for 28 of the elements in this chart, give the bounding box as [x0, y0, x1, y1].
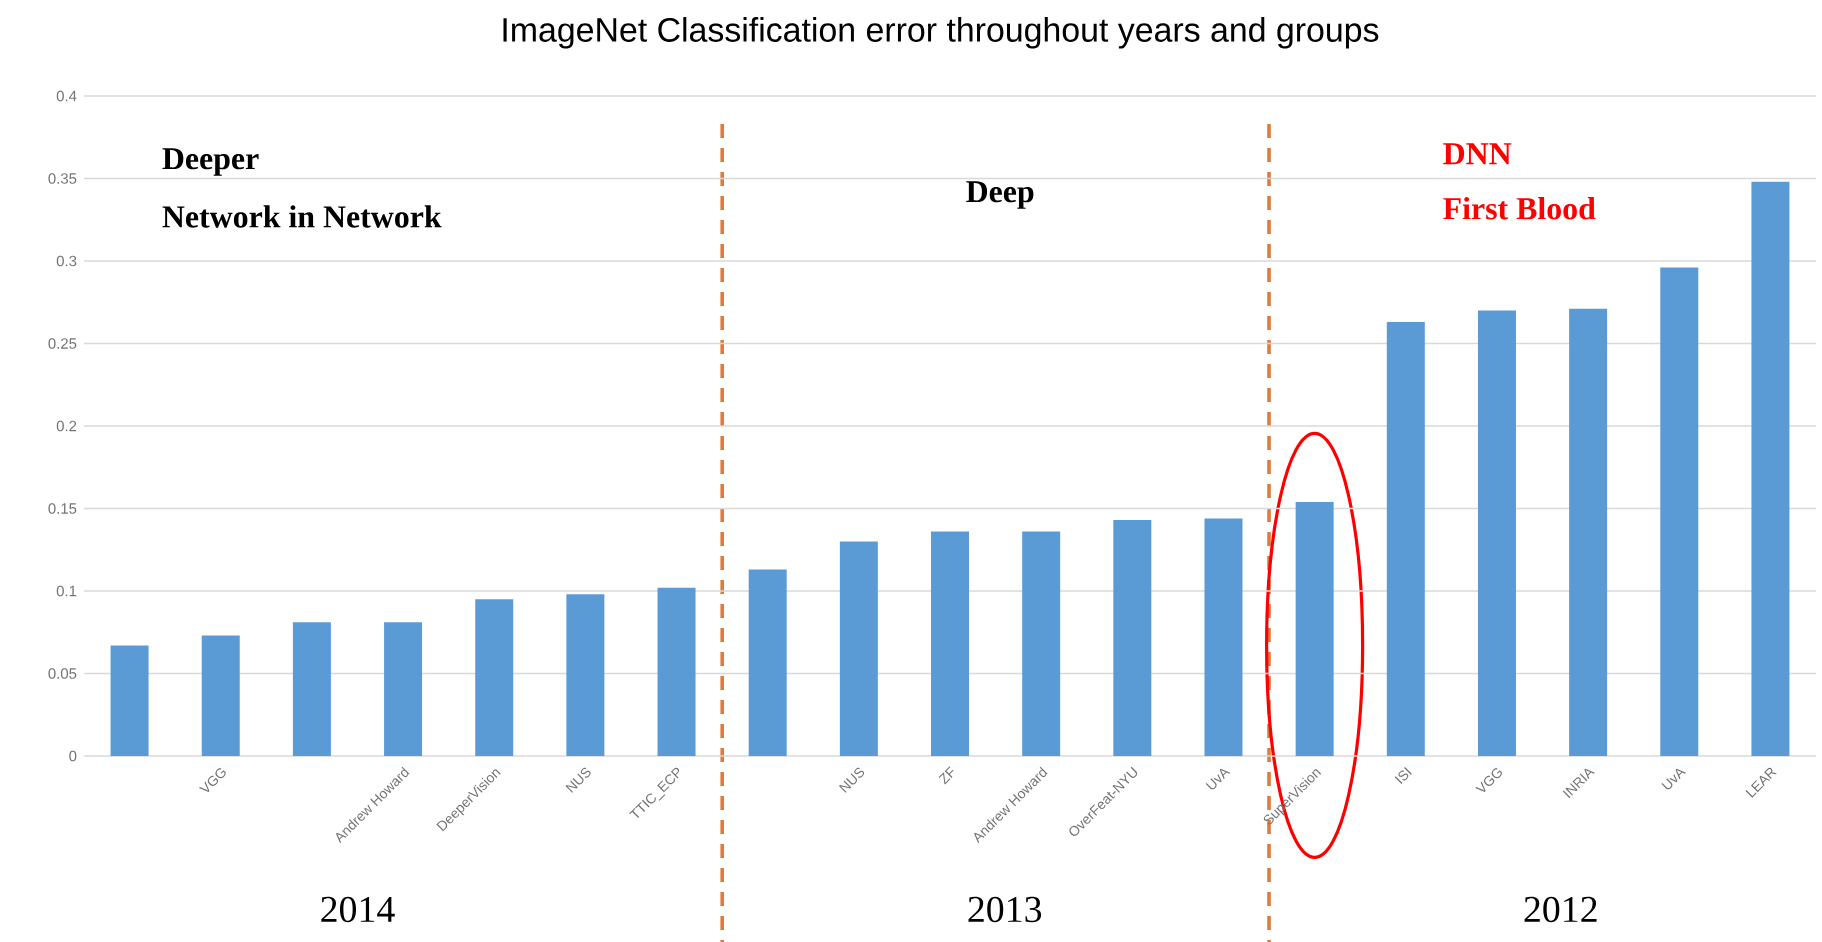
bar — [566, 594, 605, 756]
bar — [201, 635, 240, 756]
bar — [839, 541, 878, 756]
text: 2014 — [321, 896, 395, 923]
bar — [1660, 267, 1699, 756]
bar — [748, 569, 787, 756]
bar — [1386, 322, 1425, 756]
bar — [292, 622, 331, 756]
annotation: Deep — [966, 181, 1034, 209]
bar — [1204, 518, 1243, 756]
bar — [384, 622, 423, 756]
bar — [1113, 520, 1152, 756]
bar — [1477, 310, 1516, 756]
bar — [1569, 308, 1608, 756]
annotation: Network in Network — [162, 205, 442, 228]
annotation: DNN — [1443, 143, 1512, 165]
bar — [1751, 181, 1790, 756]
chart-title: ImageNet Classification error throughout years and groups — [503, 17, 1379, 49]
annotation: Deeper — [162, 148, 259, 176]
bar — [1295, 501, 1334, 756]
bar — [110, 645, 149, 756]
text: 2013 — [968, 896, 1042, 923]
annotation: First Blood — [1443, 196, 1596, 220]
text: 2012 — [1524, 896, 1597, 923]
bar — [657, 587, 696, 756]
bar — [475, 599, 514, 756]
bar — [1022, 531, 1061, 756]
bar — [931, 531, 970, 756]
